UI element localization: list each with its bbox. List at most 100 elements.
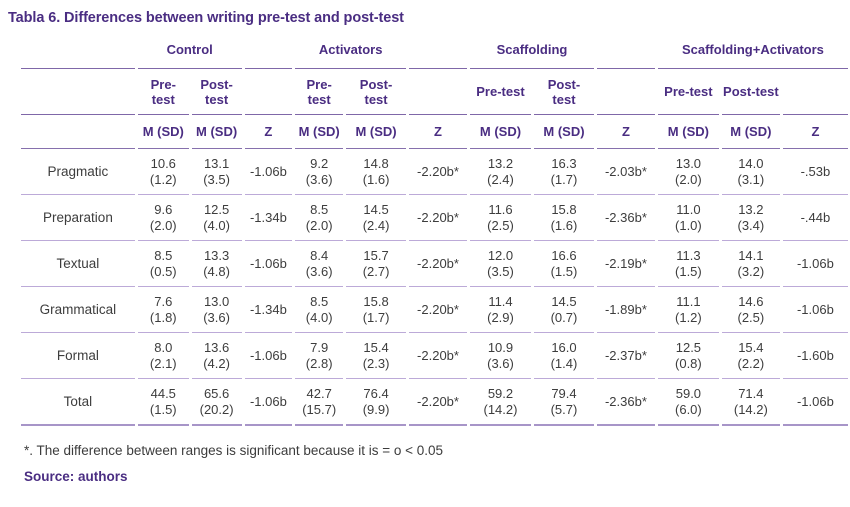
sd-value: (0.5)	[149, 263, 177, 279]
cell-z: -.44b	[782, 195, 848, 241]
header-label: Post-test	[723, 84, 779, 99]
mean-value: 16.6	[551, 247, 577, 263]
row-label: Pragmatic	[21, 149, 135, 195]
sd-value: (3.6)	[203, 309, 230, 325]
table-row-formal: Formal 8.0 (2.1) 13.6 (4.2) -1.06b 7.9 (2.8…	[21, 333, 848, 379]
cell-m-sd: 15.8 (1.7)	[346, 287, 407, 333]
mean-value: 11.6	[488, 201, 513, 217]
cell-m-sd: 15.7 (2.7)	[346, 241, 407, 287]
sa-posttest-header: Post-test	[721, 69, 780, 115]
mean-value: 15.8	[551, 201, 577, 217]
table-row-preparation: Preparation 9.6 (2.0) 12.5 (4.0) -1.34b 8.…	[21, 195, 848, 241]
cell-z: -1.06b	[244, 379, 293, 426]
mean-value: 13.0	[203, 293, 230, 309]
cell-m-sd: 8.5 (0.5)	[137, 241, 189, 287]
source-note: Source: authors	[24, 469, 128, 484]
mean-value: 13.0	[675, 155, 702, 171]
sd-value: (0.7)	[550, 309, 578, 325]
mean-value: 13.6	[203, 339, 230, 355]
sd-value: (3.5)	[203, 171, 230, 187]
corner-spacer	[21, 40, 135, 69]
msd-header: M (SD)	[137, 115, 189, 149]
z-spacer	[782, 69, 848, 115]
results-table: Control Activators Scaffolding Scaffoldi…	[18, 40, 850, 426]
sd-value: (2.0)	[305, 217, 333, 233]
row-label: Textual	[21, 241, 135, 287]
cell-m-sd: 42.7 (15.7)	[295, 379, 344, 426]
cell-m-sd: 15.4 (2.2)	[721, 333, 780, 379]
cell-m-sd: 13.1 (3.5)	[191, 149, 242, 195]
mean-value: 65.6	[203, 385, 230, 401]
mean-value: 13.3	[203, 247, 230, 263]
cell-m-sd: 59.2 (14.2)	[469, 379, 531, 426]
sd-value: (1.8)	[149, 309, 177, 325]
sd-value: (3.6)	[487, 355, 514, 371]
cell-m-sd: 14.8 (1.6)	[346, 149, 407, 195]
mean-value: 15.8	[363, 293, 389, 309]
group-header-scaffolding: Scaffolding	[469, 40, 594, 69]
header-label: Pre-test	[664, 84, 713, 99]
header-label: Pre-test	[306, 76, 332, 107]
corner-spacer	[21, 115, 135, 149]
group-header-row: Control Activators Scaffolding Scaffoldi…	[21, 40, 848, 69]
cell-z: -1.34b	[244, 195, 293, 241]
cell-m-sd: 65.6 (20.2)	[191, 379, 242, 426]
mean-value: 9.2	[310, 155, 329, 171]
sd-value: (3.4)	[737, 217, 765, 233]
row-label: Formal	[21, 333, 135, 379]
group-header-activators: Activators	[295, 40, 407, 69]
cell-m-sd: 12.5 (4.0)	[191, 195, 242, 241]
mean-value: 14.6	[738, 293, 764, 309]
mean-value: 14.8	[363, 155, 389, 171]
sd-value: (1.6)	[550, 217, 578, 233]
mean-value: 14.5	[551, 293, 577, 309]
cell-m-sd: 8.5 (4.0)	[295, 287, 344, 333]
cell-z: -1.06b	[782, 379, 848, 426]
cell-m-sd: 14.0 (3.1)	[721, 149, 780, 195]
mean-value: 8.4	[310, 247, 329, 263]
significance-footnote: *. The difference between ranges is sign…	[24, 443, 444, 458]
mean-value: 12.5	[675, 339, 702, 355]
cell-m-sd: 71.4 (14.2)	[721, 379, 780, 426]
mean-value: 44.5	[150, 385, 176, 401]
mean-value: 8.5	[310, 293, 329, 309]
sd-value: (20.2)	[199, 401, 234, 417]
cell-z: -2.19b*	[596, 241, 655, 287]
cell-m-sd: 9.2 (3.6)	[295, 149, 344, 195]
cell-z: -2.20b*	[409, 149, 467, 195]
mean-value: 11.0	[676, 201, 701, 217]
header-label: Post-test	[547, 76, 581, 107]
sd-value: (14.2)	[483, 401, 518, 417]
sd-value: (2.5)	[737, 309, 765, 325]
z-header: Z	[409, 115, 467, 149]
cell-m-sd: 13.2 (2.4)	[469, 149, 531, 195]
scaffolding-pretest-header: Pre-test	[469, 69, 531, 115]
table-title: Tabla 6. Differences between writing pre…	[8, 10, 404, 26]
mean-value: 8.5	[310, 201, 329, 217]
cell-m-sd: 16.3 (1.7)	[533, 149, 594, 195]
z-spacer	[596, 69, 655, 115]
cell-m-sd: 59.0 (6.0)	[657, 379, 719, 426]
sd-value: (1.5)	[550, 263, 578, 279]
header-label: Pre-test	[476, 84, 525, 99]
mean-value: 7.9	[310, 339, 329, 355]
sd-value: (2.1)	[149, 355, 177, 371]
cell-z: -2.03b*	[596, 149, 655, 195]
cell-z: -.53b	[782, 149, 848, 195]
cell-z: -2.36b*	[596, 195, 655, 241]
cell-m-sd: 10.6 (1.2)	[137, 149, 189, 195]
mean-value: 59.2	[487, 385, 514, 401]
cell-m-sd: 13.6 (4.2)	[191, 333, 242, 379]
group-spacer	[596, 40, 655, 69]
table-row-textual: Textual 8.5 (0.5) 13.3 (4.8) -1.06b 8.4 (3.…	[21, 241, 848, 287]
mean-value: 71.4	[738, 385, 764, 401]
mean-value: 10.9	[487, 339, 514, 355]
cell-m-sd: 16.6 (1.5)	[533, 241, 594, 287]
sa-pretest-header: Pre-test	[657, 69, 719, 115]
row-label: Grammatical	[21, 287, 135, 333]
group-header-scaffolding-activators: Scaffolding+Activators	[657, 40, 848, 69]
msd-header: M (SD)	[191, 115, 242, 149]
sd-value: (2.0)	[675, 171, 702, 187]
cell-z: -1.06b	[782, 241, 848, 287]
sd-value: (3.6)	[305, 263, 333, 279]
